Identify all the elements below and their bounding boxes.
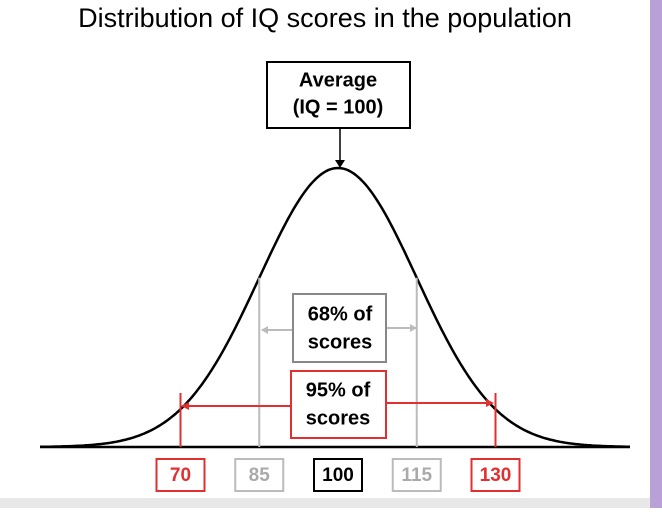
bell-curve [40,166,630,449]
arrow-head [181,402,189,410]
arrow-head [335,160,345,168]
average-box [266,61,411,129]
tick-box [391,458,442,492]
range-68-label: scores [308,331,373,353]
range-95-label: scores [306,407,371,429]
tick-label: 100 [322,465,354,486]
tick-label: 85 [249,465,271,486]
arrow-head [410,324,417,332]
tick-box [470,458,521,492]
tick-box [234,458,285,492]
tick-label: 130 [480,465,512,486]
tick-label: 70 [170,465,191,486]
arrow-head [261,326,268,334]
title: Distribution of IQ scores in the populat… [78,3,572,33]
range-95-label: 95% of [306,379,371,401]
side-bar [650,0,662,508]
tick-box [313,458,363,492]
range-95-box [290,370,387,439]
tick-label: 115 [401,465,432,486]
range-68-label: 68% of [308,303,373,325]
bottom-strip [0,498,650,508]
arrow-head [486,399,494,407]
average-label: Average [299,69,377,91]
average-label: (IQ = 100) [293,96,384,118]
tick-box [155,458,206,492]
range-68-box [292,293,387,363]
